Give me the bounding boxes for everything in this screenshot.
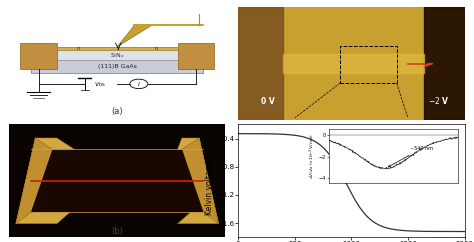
Polygon shape xyxy=(283,54,424,73)
Polygon shape xyxy=(424,7,465,120)
Polygon shape xyxy=(31,47,203,73)
Text: SiN$_x$: SiN$_x$ xyxy=(109,51,125,60)
Polygon shape xyxy=(16,212,70,224)
Text: $V_{\rm DS}$: $V_{\rm DS}$ xyxy=(93,80,106,89)
FancyBboxPatch shape xyxy=(9,124,225,237)
Polygon shape xyxy=(20,43,57,69)
Polygon shape xyxy=(178,138,199,149)
Text: (b): (b) xyxy=(111,227,123,236)
Text: $-2$ V: $-2$ V xyxy=(428,95,450,106)
Text: n: n xyxy=(77,46,80,51)
Polygon shape xyxy=(31,60,203,73)
Polygon shape xyxy=(36,138,74,149)
Text: (a): (a) xyxy=(111,107,123,116)
Text: (111)B GaAs: (111)B GaAs xyxy=(98,64,137,69)
Polygon shape xyxy=(182,138,219,224)
Text: n: n xyxy=(155,46,157,51)
Polygon shape xyxy=(117,25,152,47)
Polygon shape xyxy=(16,138,219,224)
Text: $I$: $I$ xyxy=(137,80,141,88)
Polygon shape xyxy=(31,149,203,212)
Polygon shape xyxy=(178,212,219,224)
Polygon shape xyxy=(178,43,214,69)
Polygon shape xyxy=(424,64,433,67)
Polygon shape xyxy=(238,7,283,120)
Polygon shape xyxy=(16,138,53,224)
Polygon shape xyxy=(57,47,178,50)
FancyBboxPatch shape xyxy=(238,7,465,120)
Text: 0 V: 0 V xyxy=(261,97,274,106)
Polygon shape xyxy=(31,50,203,60)
Y-axis label: Kelvin voltage (V): Kelvin voltage (V) xyxy=(205,147,214,215)
